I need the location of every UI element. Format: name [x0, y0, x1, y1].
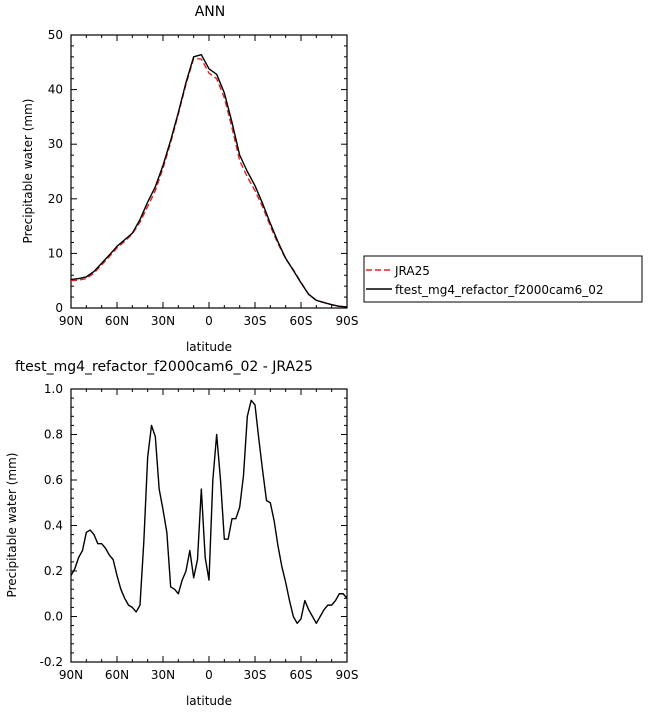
y-tick-label: 50: [48, 28, 63, 42]
x-tick-label: 60S: [290, 668, 313, 682]
top-y-axis-label: Precipitable water (mm): [21, 99, 35, 244]
y-tick-label: 0.4: [44, 519, 63, 533]
x-tick-label: 30N: [151, 314, 175, 328]
legend-label-jra25: JRA25: [394, 264, 430, 278]
y-tick-label: 0: [55, 301, 63, 315]
y-tick-label: 10: [48, 246, 63, 260]
y-tick-label: 0.2: [44, 564, 63, 578]
x-tick-label: 60S: [290, 314, 313, 328]
top-series-lines: [70, 53, 348, 308]
x-tick-label: 0: [205, 668, 213, 682]
legend-box: [363, 255, 643, 303]
bottom-x-axis-label: latitude: [186, 694, 232, 708]
top-axes: 90N 60N 30N 0 30S 60S 90S 0 10 20 30 40 50: [48, 28, 359, 328]
series-line-0-0: [70, 57, 348, 308]
top-plot-frame: [70, 34, 348, 309]
bottom-y-axis-label: Precipitable water (mm): [5, 453, 19, 598]
x-tick-label: 90N: [59, 668, 83, 682]
y-tick-label: -0.2: [40, 655, 63, 669]
bottom-axes: 90N 60N 30N 0 30S 60S 90S -0.2 0.0 0.2 0.4 0.6 0.8 1.…: [40, 382, 359, 682]
y-tick-label: 0.6: [44, 473, 63, 487]
x-tick-label: 60N: [105, 668, 129, 682]
y-tick-label: 30: [48, 137, 63, 151]
x-tick-label: 90N: [59, 314, 83, 328]
bottom-plot-frame: [70, 388, 348, 663]
x-tick-label: 90S: [336, 314, 359, 328]
legend: JRA25 ftest_mg4_refactor_f2000cam6_02: [363, 255, 643, 303]
top-x-axis-label: latitude: [186, 340, 232, 354]
bottom-chart-title: ftest_mg4_refactor_f2000cam6_02 - JRA25: [15, 359, 313, 375]
y-tick-label: 1.0: [44, 382, 63, 396]
y-tick-label: 0.0: [44, 610, 63, 624]
y-tick-label: 40: [48, 83, 63, 97]
x-tick-label: 60N: [105, 314, 129, 328]
x-tick-label: 30S: [244, 314, 267, 328]
y-tick-label: 20: [48, 192, 63, 206]
x-tick-label: 90S: [336, 668, 359, 682]
top-chart-panel: ANN 90N 60N 30N 0 30S 60S 90S 0 10 20 30 40 50 latit…: [21, 4, 358, 354]
series-line-1-0: [70, 399, 348, 625]
top-chart-title: ANN: [195, 4, 226, 20]
x-tick-label: 30N: [151, 668, 175, 682]
legend-label-model: ftest_mg4_refactor_f2000cam6_02: [395, 283, 604, 297]
bottom-chart-panel: ftest_mg4_refactor_f2000cam6_02 - JRA25 …: [5, 359, 358, 708]
series-line-0-1: [70, 53, 348, 308]
x-tick-label: 30S: [244, 668, 267, 682]
y-tick-label: 0.8: [44, 428, 63, 442]
x-tick-label: 0: [205, 314, 213, 328]
bottom-series-lines: [70, 399, 348, 625]
